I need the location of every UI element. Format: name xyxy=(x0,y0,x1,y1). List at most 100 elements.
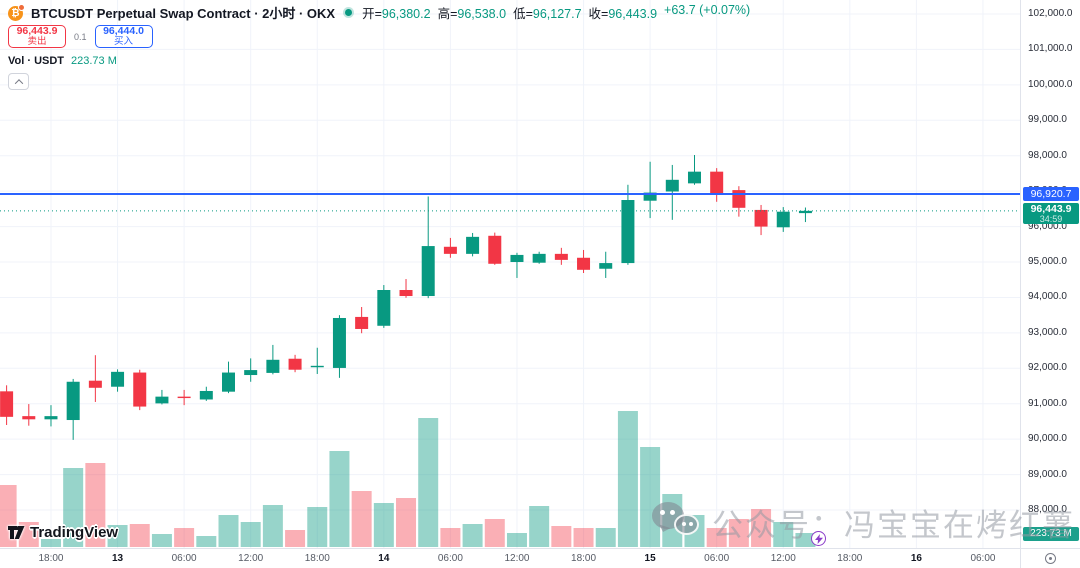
open-label: 开= xyxy=(362,6,382,21)
time-axis[interactable]: 18:00 13 06:00 12:00 18:00 14 06:00 12:00 18:00 1… xyxy=(0,548,1020,568)
time-tick-label: 18:00 xyxy=(837,553,863,564)
candle xyxy=(133,372,147,407)
time-tick-label: 14 xyxy=(378,553,390,564)
price-tick-label: 101,000.0 xyxy=(1028,43,1073,55)
close-value: 96,443.9 xyxy=(608,6,658,21)
volume-bar xyxy=(795,533,816,547)
volume-bar xyxy=(240,522,261,547)
volume-bar xyxy=(285,530,306,547)
volume-bar xyxy=(174,528,195,547)
chart-legend: ₿ BTCUSDT Perpetual Swap Contract · 2小时 … xyxy=(8,3,750,90)
candlestick-chart[interactable] xyxy=(0,0,1020,548)
volume-bar xyxy=(107,525,128,547)
volume-bar xyxy=(373,503,394,547)
buy-price: 96,444.0 xyxy=(103,25,144,37)
volume-bar xyxy=(18,522,39,547)
symbol-title[interactable]: BTCUSDT Perpetual Swap Contract · 2小时 · … xyxy=(31,5,336,21)
time-tick-label: 06:00 xyxy=(171,553,197,564)
candle xyxy=(776,211,790,228)
volume-bar xyxy=(617,411,638,547)
volume-bar xyxy=(773,522,794,547)
volume-bar xyxy=(63,468,84,547)
candle xyxy=(621,200,635,264)
candle xyxy=(399,289,413,297)
volume-bar xyxy=(440,528,461,547)
candle xyxy=(266,359,280,373)
candle xyxy=(199,390,213,400)
time-tick-label: 18:00 xyxy=(571,553,597,564)
volume-bar xyxy=(85,463,106,547)
volume-bar xyxy=(196,536,217,547)
volume-bar xyxy=(595,528,616,547)
time-tick-label: 12:00 xyxy=(770,553,796,564)
price-axis[interactable]: 88,000.0 89,000.0 90,000.0 91,000.0 92,000.0… xyxy=(1020,0,1080,548)
candle xyxy=(332,317,346,368)
candle xyxy=(111,371,125,387)
candle xyxy=(643,192,657,201)
volume-indicator-label[interactable]: Vol · USDT xyxy=(8,55,65,67)
volume-bar xyxy=(396,498,417,547)
volume-bar xyxy=(129,524,150,547)
open-value: 96,380.2 xyxy=(381,6,431,21)
change-value: +63.7 (+0.07%) xyxy=(664,2,751,17)
alert-price-tag: 96,920.7 xyxy=(1023,186,1079,201)
volume-bar xyxy=(484,519,505,547)
price-tick-label: 91,000.0 xyxy=(1028,397,1067,409)
volume-bar xyxy=(218,515,239,547)
candle xyxy=(177,396,191,399)
ohlc-values: 开=96,380.2 高=96,538.0 低=96,127.7 收=96,44… xyxy=(362,3,750,22)
price-tick-label: 100,000.0 xyxy=(1028,78,1073,90)
sell-price: 96,443.9 xyxy=(16,25,58,37)
candle xyxy=(510,254,524,263)
candle xyxy=(310,365,324,368)
tradingview-logo-text: TradingView xyxy=(30,524,119,541)
volume-bar xyxy=(551,526,572,547)
volume-bar xyxy=(307,507,328,547)
time-tick-label: 12:00 xyxy=(238,553,264,564)
time-tick-label: 12:00 xyxy=(504,553,530,564)
candle xyxy=(377,289,391,326)
candle xyxy=(244,370,258,376)
time-tick-label: 16 xyxy=(910,553,922,564)
candle xyxy=(732,190,746,208)
price-tick-label: 89,000.0 xyxy=(1028,468,1067,480)
volume-bar xyxy=(529,506,550,547)
sell-button[interactable]: 96,443.9 卖出 xyxy=(8,25,66,48)
candle xyxy=(754,209,768,227)
price-tick-label: 99,000.0 xyxy=(1028,114,1067,126)
time-tick-label: 18:00 xyxy=(38,553,64,564)
close-label: 收= xyxy=(588,6,609,21)
price-tick-label: 98,000.0 xyxy=(1028,149,1067,161)
btc-pair-icon: ₿ xyxy=(8,3,25,21)
lightning-badge-icon xyxy=(811,531,826,546)
collapse-legend-button[interactable] xyxy=(8,73,29,90)
volume-bar xyxy=(462,524,483,547)
spread-value: 0.1 xyxy=(74,31,87,42)
time-tick-label: 15 xyxy=(644,553,656,564)
gear-icon[interactable] xyxy=(1045,553,1056,564)
last-price-value: 96,443.9 xyxy=(1030,202,1072,215)
volume-bar xyxy=(351,491,372,547)
market-status-dot-icon[interactable] xyxy=(345,8,353,16)
volume-tag: 223.73 M xyxy=(1023,527,1079,541)
volume-bar xyxy=(728,519,749,547)
candle xyxy=(577,257,591,270)
price-tick-label: 102,000.0 xyxy=(1028,8,1073,19)
price-tick-label: 95,000.0 xyxy=(1028,256,1067,267)
candle xyxy=(155,396,169,404)
high-value: 96,538.0 xyxy=(457,6,507,21)
tradingview-logo[interactable]: TradingView xyxy=(8,524,118,541)
candle xyxy=(798,210,812,214)
time-tick-label: 06:00 xyxy=(704,553,730,564)
buy-label: 买入 xyxy=(114,36,134,48)
volume-bar xyxy=(329,451,350,547)
tradingview-mark-icon xyxy=(8,526,25,539)
candle xyxy=(599,263,613,269)
candle xyxy=(44,416,58,420)
candle xyxy=(0,391,14,417)
price-tick-label: 96,000.0 xyxy=(1028,220,1067,232)
candle xyxy=(22,416,36,420)
candle xyxy=(554,253,568,260)
buy-button[interactable]: 96,444.0 买入 xyxy=(94,25,153,48)
volume-bar xyxy=(751,509,772,547)
